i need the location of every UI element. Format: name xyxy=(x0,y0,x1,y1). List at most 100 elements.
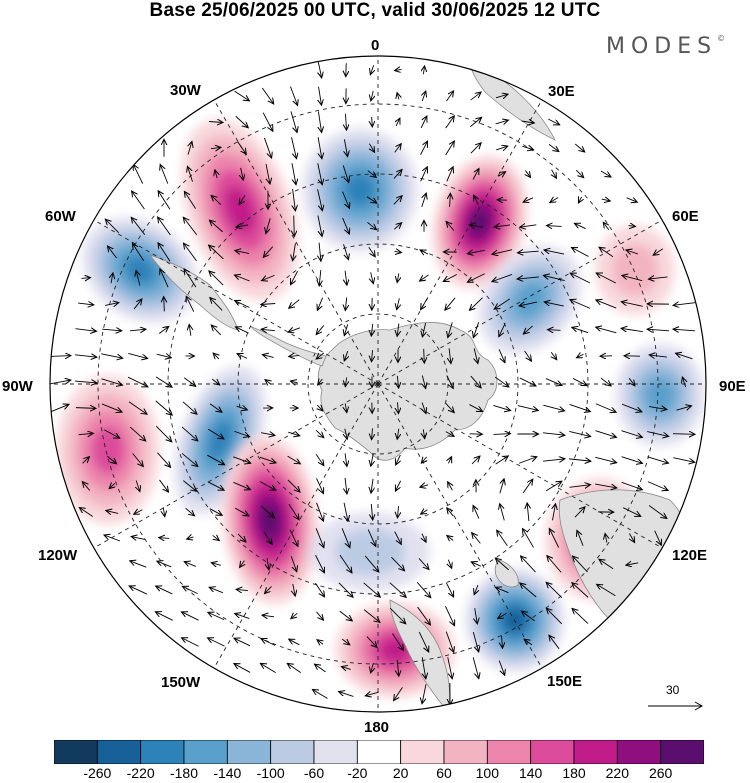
wind-arrow xyxy=(364,555,379,572)
anomaly-contour xyxy=(645,378,675,412)
colorbar-tick-label: -60 xyxy=(303,765,325,781)
wind-arrow xyxy=(79,507,94,517)
wind-arrow xyxy=(577,354,584,358)
wind-arrow xyxy=(259,456,276,463)
wind-arrow xyxy=(317,163,322,185)
wind-arrow xyxy=(474,195,478,205)
wind-arrow xyxy=(372,428,373,439)
wind-arrow xyxy=(498,660,504,676)
wind-arrow xyxy=(212,535,220,540)
wind-arrow xyxy=(50,380,71,384)
reference-vector-label: 30 xyxy=(666,683,680,697)
wind-arrow xyxy=(626,250,639,254)
wind-arrow xyxy=(496,146,508,150)
wind-arrow xyxy=(315,454,324,465)
wind-arrow xyxy=(105,303,119,306)
colorbar-tick-label: -180 xyxy=(169,765,199,781)
wind-arrow xyxy=(129,329,146,331)
wind-arrow xyxy=(445,116,455,129)
meridian-line xyxy=(377,383,544,671)
wind-arrow xyxy=(262,355,274,358)
anomaly-contour xyxy=(504,608,526,632)
wind-arrow xyxy=(188,141,192,155)
wind-arrow xyxy=(288,503,299,520)
wind-arrow xyxy=(207,481,224,490)
colorbar xyxy=(54,740,704,764)
wind-arrow xyxy=(319,242,321,262)
wind-arrow xyxy=(550,198,559,203)
wind-arrow xyxy=(673,303,695,306)
wind-arrow xyxy=(397,93,399,100)
wind-arrow xyxy=(367,170,376,178)
wind-arrow xyxy=(75,329,96,332)
wind-arrow xyxy=(189,324,191,336)
wind-arrow xyxy=(517,405,539,411)
wind-arrow xyxy=(546,226,562,227)
wind-arrow xyxy=(371,453,373,466)
wind-arrow xyxy=(673,329,696,331)
wind-arrow xyxy=(421,457,426,463)
wind-arrow xyxy=(394,251,402,252)
wind-arrow xyxy=(493,434,511,435)
wind-arrow xyxy=(339,692,354,697)
wind-arrow xyxy=(396,118,400,127)
wind-arrow xyxy=(105,219,120,234)
wind-arrow xyxy=(520,225,537,227)
wind-arrow xyxy=(421,193,426,208)
wind-arrow xyxy=(470,143,481,154)
wind-arrow xyxy=(471,456,480,465)
wind-arrow xyxy=(523,325,533,334)
wind-arrow xyxy=(552,504,555,521)
wind-arrow xyxy=(155,376,172,387)
wind-arrow xyxy=(545,378,562,386)
wind-arrow xyxy=(495,120,509,124)
wind-arrow xyxy=(317,405,323,411)
wind-arrow xyxy=(290,381,298,383)
wind-arrow xyxy=(101,403,122,412)
wind-arrow xyxy=(600,377,611,386)
label-lon-90e: 90E xyxy=(719,378,746,395)
wind-arrow xyxy=(259,481,276,491)
wind-arrow xyxy=(524,350,532,361)
wind-arrow xyxy=(345,453,347,466)
wind-arrow xyxy=(371,478,373,493)
wind-arrow xyxy=(371,350,372,362)
wind-arrow xyxy=(344,324,347,335)
wind-arrow xyxy=(647,456,668,463)
wind-arrow xyxy=(517,251,539,253)
wind-arrow xyxy=(187,166,193,182)
wind-arrow xyxy=(543,433,565,435)
wind-arrow xyxy=(234,507,249,516)
wind-arrow xyxy=(420,141,428,156)
wind-arrow xyxy=(472,631,478,652)
wind-arrow xyxy=(447,535,453,540)
wind-arrow xyxy=(264,137,271,158)
wind-arrow xyxy=(208,121,223,122)
wind-arrow xyxy=(421,510,428,514)
wind-arrow xyxy=(287,455,301,464)
anomaly-contour xyxy=(335,528,405,576)
colorbar-tick-label: 260 xyxy=(648,765,673,781)
wind-arrow xyxy=(626,563,639,565)
wind-arrow xyxy=(75,408,96,409)
wind-arrow xyxy=(469,404,482,412)
wind-arrow xyxy=(318,379,323,385)
wind-arrow xyxy=(523,529,534,548)
wind-arrow xyxy=(446,375,453,388)
map-title: Base 25/06/2025 00 UTC, valid 30/06/2025… xyxy=(149,0,601,21)
wind-arrow xyxy=(345,270,347,285)
wind-arrow xyxy=(291,163,296,185)
wind-arrow xyxy=(75,381,97,383)
wind-arrow xyxy=(621,430,643,438)
wind-arrow xyxy=(213,353,219,359)
wind-arrow xyxy=(545,481,562,492)
wind-arrow xyxy=(397,375,398,388)
wind-arrow xyxy=(261,433,275,436)
wind-arrow xyxy=(676,406,691,410)
colorbar-tick-label: 180 xyxy=(562,765,586,781)
wind-arrow xyxy=(393,196,402,205)
wind-arrow xyxy=(450,193,451,207)
wind-arrow xyxy=(183,480,196,492)
wind-arrow xyxy=(546,582,563,599)
wind-arrow xyxy=(157,561,172,568)
